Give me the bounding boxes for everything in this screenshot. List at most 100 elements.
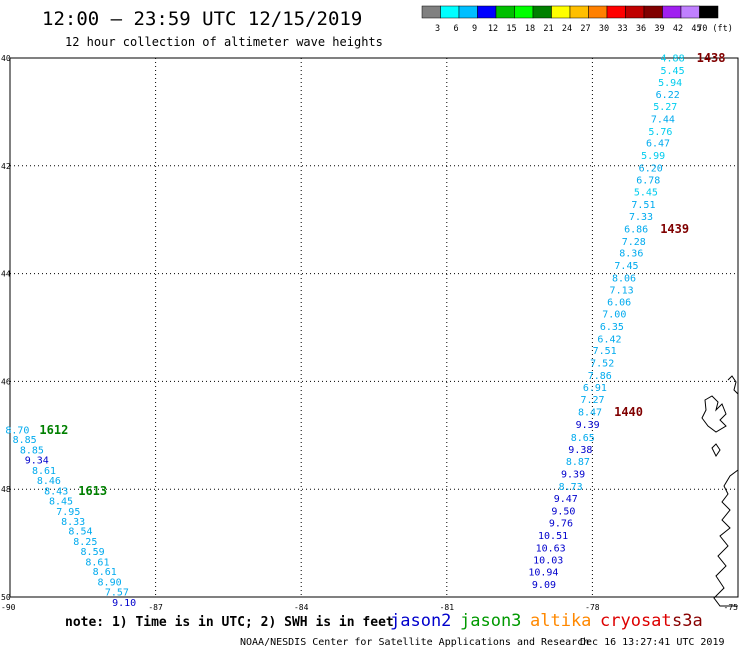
- satellite-name: jason2: [390, 611, 451, 631]
- wave-height-value: 6.78: [636, 175, 660, 186]
- wave-height-value: 9.10: [112, 598, 136, 609]
- axis-labels: 40 42 44 46 48 50-90 -87 -84 -81 -78 -75: [1, 54, 738, 612]
- scale-swatch: [458, 5, 478, 19]
- wave-height-value: 8.33: [61, 517, 85, 528]
- scale-label: 36: [636, 24, 646, 34]
- wave-height-value: 6.20: [639, 163, 663, 174]
- wave-height-value: 8.87: [566, 457, 590, 468]
- wave-height-value: 8.36: [619, 249, 643, 260]
- footer-note: note: 1) Time is in UTC; 2) SWH is in fe…: [65, 615, 394, 630]
- satellite-name: cryosat: [600, 611, 672, 631]
- wave-height-value: 10.51: [538, 531, 568, 542]
- wave-height-value: 8.45: [49, 497, 73, 508]
- wave-height-value: 5.27: [653, 102, 677, 113]
- wave-height-value: 8.90: [98, 577, 122, 588]
- lon-label: -78: [585, 603, 600, 612]
- wave-height-value: 6.91: [583, 383, 607, 394]
- satellite-legend: jason2 jason3 altika cryosat s3a: [390, 611, 703, 631]
- scale-swatch: [421, 5, 441, 19]
- satellite-name: altika: [530, 611, 591, 631]
- scale-label: 33: [617, 24, 627, 34]
- pass-label: 1439: [660, 222, 689, 236]
- lon-label: -90: [1, 603, 16, 612]
- wave-height-value: 6.42: [597, 334, 621, 345]
- wave-height-value: 7.86: [588, 371, 612, 382]
- scale-label: 9: [472, 24, 477, 34]
- lon-label: -84: [294, 603, 309, 612]
- pass-label: 1438: [697, 51, 726, 65]
- plot-frame: [9, 57, 739, 598]
- scale-swatch: [588, 5, 608, 19]
- wave-height-value: 4.88: [661, 54, 685, 65]
- map-title: 12:00 – 23:59 UTC 12/15/2019: [42, 8, 362, 30]
- scale-label: 45: [691, 24, 701, 34]
- scale-label: 18: [525, 24, 535, 34]
- lat-lon-grid: [10, 58, 738, 597]
- scale-swatch: [680, 5, 700, 19]
- lat-label: 48: [1, 485, 11, 494]
- scale-swatch: [477, 5, 497, 19]
- wave-height-value: 8.65: [571, 433, 595, 444]
- scale-label: 70 (ft): [697, 24, 733, 34]
- footer-timestamp: Dec 16 13:27:41 UTC 2019: [580, 637, 725, 648]
- pass-labels: 1438 1439 1440 1612 1613: [39, 51, 725, 498]
- wave-height-value: 10.94: [528, 568, 558, 579]
- wave-height-value: 9.47: [554, 494, 578, 505]
- coastline: [701, 375, 739, 607]
- scale-label: 39: [654, 24, 664, 34]
- satellite-name: s3a: [672, 611, 703, 631]
- wave-height-value: 5.76: [648, 127, 672, 138]
- wave-height-value: 7.51: [593, 346, 617, 357]
- scale-label: 24: [562, 24, 572, 34]
- wave-height-value: 8.61: [32, 466, 56, 477]
- lat-label: 44: [1, 270, 11, 279]
- wave-height-value: 9.39: [561, 470, 585, 481]
- wave-height-value: 5.45: [634, 188, 658, 199]
- wave-height-value: 7.52: [590, 359, 614, 370]
- wave-height-value: 9.50: [551, 506, 575, 517]
- wave-height-value: 6.35: [600, 322, 624, 333]
- scale-swatch: [532, 5, 552, 19]
- wave-height-value: 8.46: [37, 476, 61, 487]
- pass-label: 1440: [614, 405, 643, 419]
- wave-height-value: 9.39: [576, 420, 600, 431]
- wave-height-value: 6.06: [607, 298, 631, 309]
- wave-height-value: 8.43: [44, 486, 68, 497]
- wave-height-value: 7.95: [56, 507, 80, 518]
- lat-label: 42: [1, 162, 11, 171]
- wave-height-value: 8.06: [612, 273, 636, 284]
- scale-swatch: [551, 5, 571, 19]
- wave-height-value: 8.85: [20, 445, 44, 456]
- wave-height-value: 6.86: [624, 224, 648, 235]
- wave-height-value: 5.94: [658, 78, 682, 89]
- scale-swatch: [569, 5, 589, 19]
- wave-height-value: 8.85: [13, 435, 37, 446]
- wave-height-value: 7.33: [629, 212, 653, 223]
- map-subtitle: 12 hour collection of altimeter wave hei…: [65, 35, 383, 49]
- scale-swatch: [699, 5, 719, 19]
- wave-height-value: 8.47: [578, 408, 602, 419]
- scale-swatch: [662, 5, 682, 19]
- scale-label: 12: [488, 24, 498, 34]
- scale-label: 15: [506, 24, 516, 34]
- wave-height-value: 8.70: [5, 425, 29, 436]
- wave-height-value: 7.28: [622, 237, 646, 248]
- wave-height-value: 7.27: [580, 395, 604, 406]
- wave-height-value: 10.03: [533, 555, 563, 566]
- pass-label: 1613: [78, 484, 107, 498]
- scale-swatch: [606, 5, 626, 19]
- wave-height-value: 7.44: [651, 114, 675, 125]
- wave-height-value: 6.22: [656, 90, 680, 101]
- scale-swatch: [514, 5, 534, 19]
- satellite-name: jason3: [460, 611, 521, 631]
- footer-credit: NOAA/NESDIS Center for Satellite Applica…: [240, 637, 589, 648]
- scale-label: 27: [580, 24, 590, 34]
- wave-height-value: 7.45: [614, 261, 638, 272]
- wave-height-value: 8.59: [81, 547, 105, 558]
- lon-label: -87: [148, 603, 163, 612]
- scale-swatch: [495, 5, 515, 19]
